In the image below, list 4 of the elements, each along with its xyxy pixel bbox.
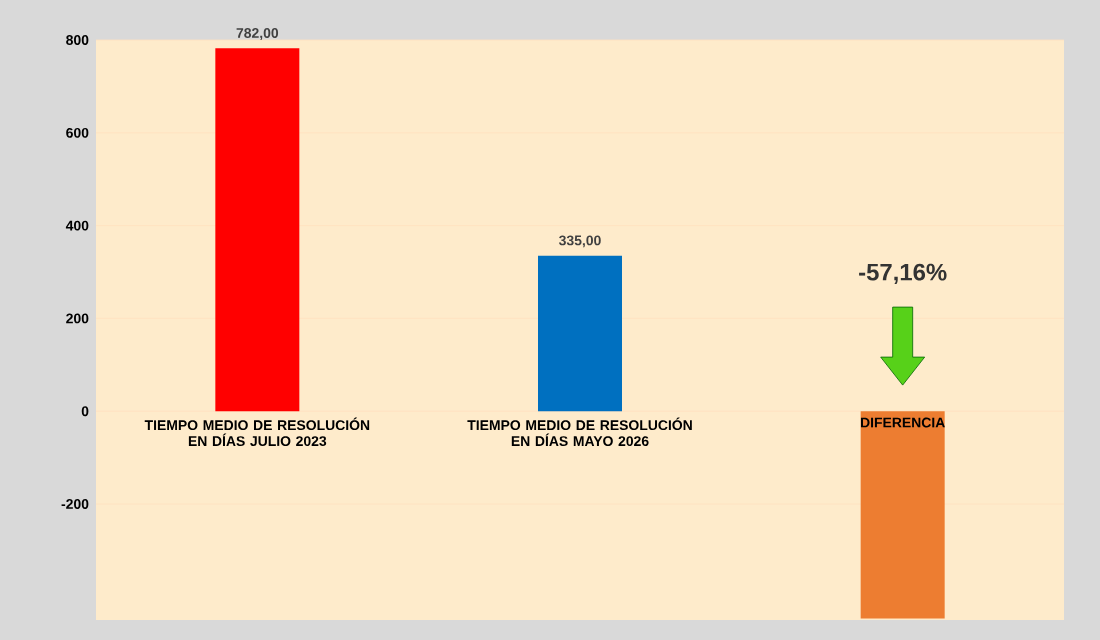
bar [860,411,945,619]
annotation: -57,16% [859,263,947,285]
bar [538,255,622,412]
bar [215,48,300,412]
